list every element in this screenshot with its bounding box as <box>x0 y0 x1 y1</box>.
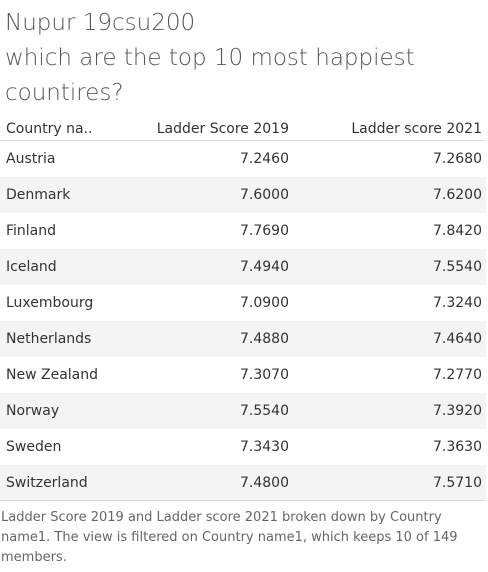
cell-ladder-2021: 7.5540 <box>433 259 482 275</box>
table-row[interactable]: Luxembourg 7.0900 7.3240 <box>0 285 486 321</box>
table-header: Country na.. Ladder Score 2019 Ladder sc… <box>0 116 486 141</box>
table-row[interactable]: Norway 7.5540 7.3920 <box>0 393 486 429</box>
chart-caption: Ladder Score 2019 and Ladder score 2021 … <box>1 510 458 565</box>
table-row[interactable]: Finland 7.7690 7.8420 <box>0 213 486 249</box>
table-row[interactable]: Sweden 7.3430 7.3630 <box>0 429 486 465</box>
table-row[interactable]: Austria 7.2460 7.2680 <box>0 141 486 177</box>
cell-country: Iceland <box>6 259 57 275</box>
cell-ladder-2019: 7.3430 <box>240 439 289 455</box>
cell-ladder-2019: 7.5540 <box>240 403 289 419</box>
title-line-1: Nupur 19csu200 <box>5 10 196 36</box>
cell-ladder-2019: 7.4800 <box>240 475 289 491</box>
table-row[interactable]: Switzerland 7.4800 7.5710 <box>0 465 486 501</box>
cell-country: Norway <box>6 403 60 419</box>
column-header-country[interactable]: Country na.. <box>6 121 93 137</box>
column-header-ladder-2019[interactable]: Ladder Score 2019 <box>156 121 289 137</box>
cell-ladder-2019: 7.4880 <box>240 331 289 347</box>
cell-country: Austria <box>6 151 56 167</box>
cell-ladder-2021: 7.3630 <box>433 439 482 455</box>
cell-ladder-2021: 7.2680 <box>433 151 482 167</box>
cell-country: Finland <box>6 223 57 239</box>
cell-ladder-2021: 7.5710 <box>433 475 482 491</box>
cell-country: Switzerland <box>6 475 88 491</box>
cell-ladder-2019: 7.6000 <box>240 187 289 203</box>
table-body: Austria 7.2460 7.2680 Denmark 7.6000 7.6200 Fi… <box>0 141 486 501</box>
table-row[interactable]: New Zealand 7.3070 7.2770 <box>0 357 486 393</box>
cell-ladder-2021: 7.3240 <box>433 295 482 311</box>
table-row[interactable]: Denmark 7.6000 7.6200 <box>0 177 486 213</box>
cell-country: Netherlands <box>6 331 92 347</box>
cell-country: Denmark <box>6 187 71 203</box>
table-bottom-divider <box>0 500 486 501</box>
title-line-2: which are the top 10 most happiest <box>5 45 415 71</box>
page-title: Nupur 19csu200 which are the top 10 most… <box>5 6 483 111</box>
cell-ladder-2021: 7.2770 <box>433 367 482 383</box>
cell-country: Luxembourg <box>6 295 94 311</box>
table-row[interactable]: Netherlands 7.4880 7.4640 <box>0 321 486 357</box>
cell-ladder-2019: 7.0900 <box>240 295 289 311</box>
column-header-ladder-2021[interactable]: Ladder score 2021 <box>351 121 482 137</box>
happiness-table: Country na.. Ladder Score 2019 Ladder sc… <box>0 116 486 501</box>
cell-ladder-2021: 7.8420 <box>433 223 482 239</box>
cell-ladder-2021: 7.4640 <box>433 331 482 347</box>
cell-country: Sweden <box>6 439 62 455</box>
table-row[interactable]: Iceland 7.4940 7.5540 <box>0 249 486 285</box>
cell-ladder-2019: 7.3070 <box>240 367 289 383</box>
title-line-3: countires? <box>5 80 124 106</box>
cell-ladder-2021: 7.6200 <box>433 187 482 203</box>
cell-ladder-2019: 7.4940 <box>240 259 289 275</box>
cell-ladder-2019: 7.7690 <box>240 223 289 239</box>
cell-ladder-2019: 7.2460 <box>240 151 289 167</box>
cell-country: New Zealand <box>6 367 98 383</box>
cell-ladder-2021: 7.3920 <box>433 403 482 419</box>
